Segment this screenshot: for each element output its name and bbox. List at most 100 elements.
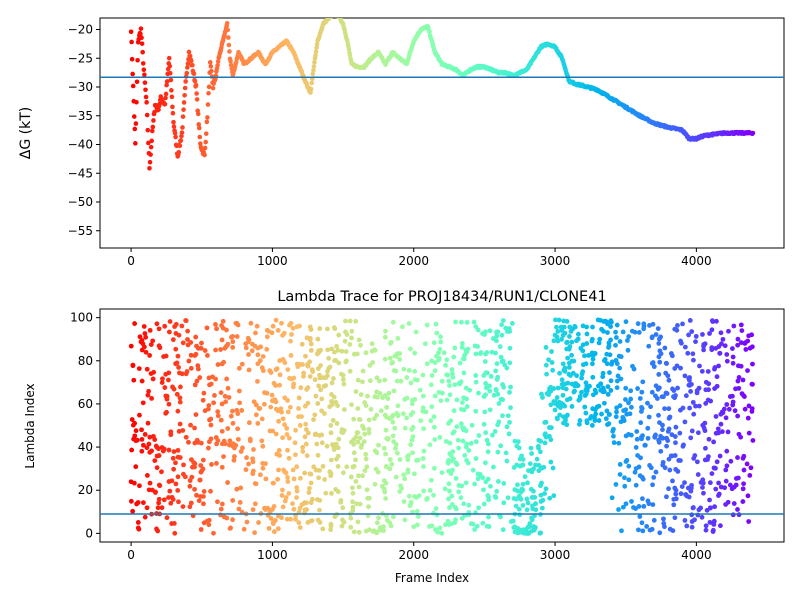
lambda-point <box>314 441 320 447</box>
delta-g-point <box>151 118 156 123</box>
delta-g-point <box>139 35 144 40</box>
lambda-point <box>283 470 289 476</box>
lambda-point <box>601 400 607 406</box>
lambda-point <box>561 367 567 373</box>
lambda-point <box>633 506 639 511</box>
lambda-point <box>488 374 494 379</box>
lambda-point <box>447 505 452 510</box>
lambda-point <box>501 481 507 486</box>
lambda-point <box>226 395 232 400</box>
lambda-point <box>574 338 579 344</box>
delta-g-point <box>186 49 192 55</box>
delta-g-point <box>194 97 200 102</box>
lambda-point <box>644 524 650 529</box>
lambda-point <box>166 329 172 335</box>
lambda-point <box>343 329 348 335</box>
lambda-point <box>252 343 258 349</box>
lambda-point <box>507 389 512 395</box>
lambda-point <box>745 368 750 374</box>
lambda-point <box>255 421 261 426</box>
lambda-point <box>628 432 634 438</box>
lambda-point <box>186 358 192 364</box>
lambda-point <box>139 437 145 442</box>
lambda-point <box>513 503 519 509</box>
delta-g-point <box>347 52 353 58</box>
lambda-point <box>359 442 365 448</box>
lambda-point <box>723 478 729 484</box>
lambda-point <box>250 468 256 474</box>
lambda-point <box>587 383 592 389</box>
lambda-point <box>735 378 741 384</box>
lambda-point <box>582 393 588 398</box>
lambda-point <box>436 389 442 395</box>
top-y-axis-label: ΔG (kT) <box>18 107 34 159</box>
lambda-point <box>343 318 348 324</box>
lambda-point <box>695 472 701 477</box>
lambda-point <box>383 496 389 501</box>
lambda-point <box>219 361 225 367</box>
lambda-point <box>417 387 423 393</box>
lambda-point <box>603 318 608 324</box>
lambda-point <box>692 517 697 523</box>
lambda-point <box>180 428 186 433</box>
lambda-point <box>358 392 364 397</box>
lambda-point <box>322 411 327 416</box>
lambda-point <box>176 428 182 434</box>
lambda-point <box>392 353 398 359</box>
lambda-point <box>566 364 572 370</box>
lambda-point <box>250 507 256 513</box>
lambda-point <box>331 325 337 330</box>
lambda-point <box>503 450 509 456</box>
lambda-point <box>464 349 469 355</box>
lambda-point <box>550 367 556 373</box>
lambda-point <box>750 381 755 387</box>
lambda-point <box>353 318 359 324</box>
lambda-point <box>427 488 433 493</box>
lambda-point <box>312 412 318 418</box>
lambda-point <box>613 482 619 487</box>
lambda-point <box>308 347 314 353</box>
lambda-point <box>456 489 462 495</box>
lambda-point <box>154 321 160 327</box>
lambda-point <box>412 350 418 356</box>
lambda-point <box>129 447 135 453</box>
lambda-point <box>393 445 398 451</box>
lambda-point <box>154 444 160 450</box>
lambda-point <box>691 411 697 417</box>
lambda-point <box>565 380 571 386</box>
lambda-point <box>356 337 362 343</box>
lambda-point <box>302 403 308 409</box>
lambda-point <box>672 326 678 332</box>
lambda-point <box>622 475 627 481</box>
lambda-point <box>642 442 648 448</box>
lambda-point <box>553 317 558 323</box>
lambda-point <box>306 490 312 495</box>
lambda-point <box>691 357 696 363</box>
lambda-point <box>182 474 188 480</box>
delta-g-point <box>227 49 232 54</box>
lambda-point <box>470 467 476 473</box>
delta-g-point <box>206 90 211 96</box>
lambda-point <box>715 426 721 432</box>
lambda-point <box>169 478 175 484</box>
delta-g-point <box>129 56 135 62</box>
lambda-point <box>144 505 150 511</box>
lambda-point <box>317 498 323 503</box>
lambda-point <box>406 321 412 326</box>
lambda-point <box>434 353 439 359</box>
lambda-point <box>383 451 389 457</box>
lambda-point <box>542 440 548 446</box>
lambda-point <box>446 457 451 463</box>
delta-g-point <box>140 61 146 66</box>
lambda-point <box>700 332 705 337</box>
lambda-point <box>721 406 727 412</box>
lambda-point <box>356 484 362 490</box>
delta-g-panel: 0 1000 2000 3000 4000 −55−50−45−40−35−30−25−… <box>18 17 785 268</box>
lambda-point <box>735 413 741 419</box>
lambda-trace-panel: Lambda Trace for PROJ18434/RUN1/CLONE41 … <box>23 289 785 585</box>
lambda-point <box>137 412 142 418</box>
lambda-point <box>368 406 374 412</box>
lambda-point <box>224 376 230 382</box>
lambda-point <box>358 342 363 348</box>
lambda-point <box>568 328 574 334</box>
